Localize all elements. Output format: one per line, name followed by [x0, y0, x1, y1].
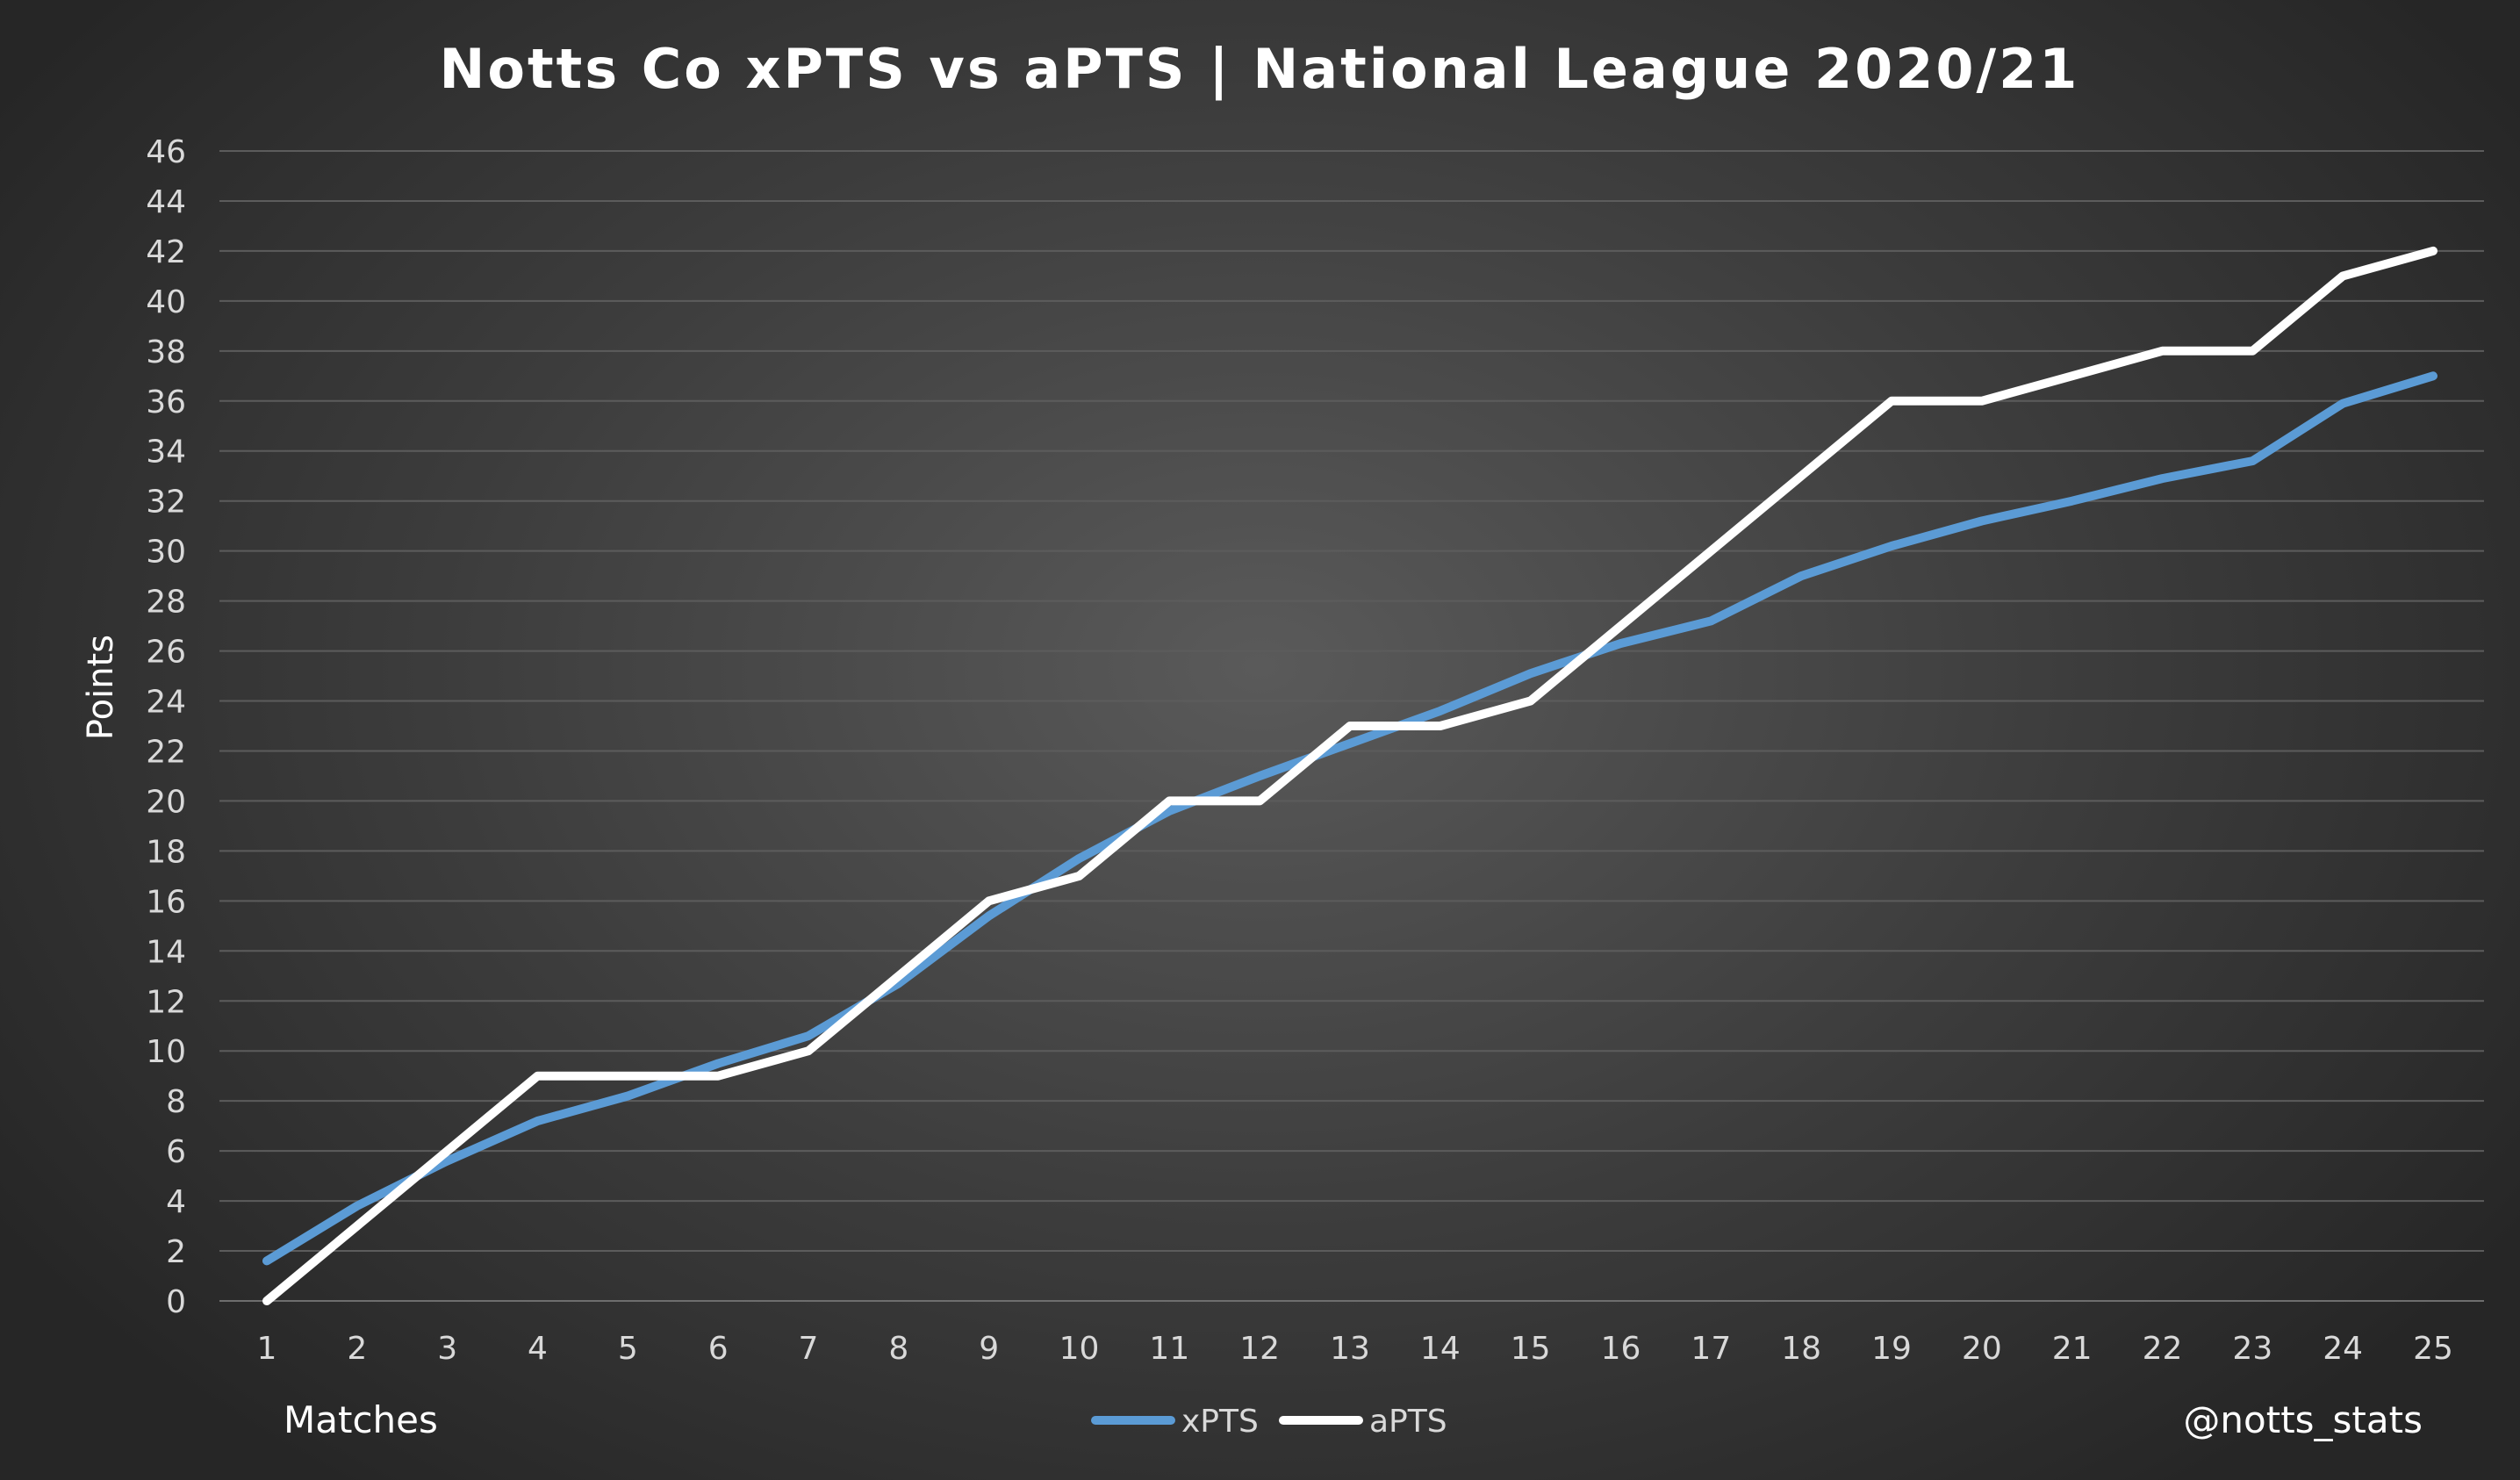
y-tick-label: 44 — [146, 184, 186, 220]
y-tick-label: 4 — [166, 1184, 186, 1220]
y-tick-label: 32 — [146, 485, 186, 521]
chart-title: Notts Co xPTS vs aPTS | National League … — [440, 37, 2080, 102]
x-tick-label: 7 — [799, 1331, 819, 1367]
x-tick-label: 8 — [888, 1331, 908, 1367]
y-tick-label: 0 — [166, 1284, 186, 1320]
x-axis-ticks: 1 2 3 4 5 6 7 8 9 10 11 12 13 14 15 16 17 18 19 20 21 22 23 24 2… — [257, 1331, 2453, 1367]
x-tick-label: 12 — [1239, 1331, 1280, 1367]
y-tick-label: 30 — [146, 535, 186, 571]
y-axis-label: Points — [81, 635, 121, 740]
x-tick-label: 16 — [1601, 1331, 1641, 1367]
x-tick-label: 24 — [2323, 1331, 2363, 1367]
x-tick-label: 11 — [1149, 1331, 1189, 1367]
y-tick-label: 36 — [146, 384, 186, 420]
x-tick-label: 4 — [528, 1331, 548, 1367]
x-tick-label: 2 — [347, 1331, 367, 1367]
x-tick-label: 21 — [2052, 1331, 2093, 1367]
x-tick-label: 22 — [2143, 1331, 2183, 1367]
y-tick-label: 2 — [166, 1234, 186, 1270]
x-tick-label: 23 — [2232, 1331, 2272, 1367]
x-tick-label: 17 — [1691, 1331, 1731, 1367]
x-tick-label: 9 — [979, 1331, 999, 1367]
y-tick-label: 18 — [146, 834, 186, 870]
x-tick-label: 13 — [1330, 1331, 1370, 1367]
y-tick-label: 26 — [146, 635, 186, 671]
y-tick-label: 42 — [146, 234, 186, 270]
y-tick-label: 34 — [146, 435, 186, 471]
y-tick-label: 8 — [166, 1084, 186, 1120]
series-line-xpts — [262, 371, 2437, 1266]
y-tick-label: 28 — [146, 585, 186, 621]
x-tick-label: 1 — [257, 1331, 277, 1367]
legend-label-xpts: xPTS — [1181, 1404, 1259, 1440]
y-tick-label: 10 — [146, 1034, 186, 1070]
x-tick-label: 14 — [1420, 1331, 1461, 1367]
series-lines — [262, 246, 2437, 1305]
x-tick-label: 20 — [1962, 1331, 2002, 1367]
y-tick-label: 22 — [146, 734, 186, 770]
x-tick-label: 18 — [1781, 1331, 1821, 1367]
y-tick-label: 16 — [146, 884, 186, 920]
y-tick-label: 46 — [146, 134, 186, 170]
x-tick-label: 6 — [708, 1331, 729, 1367]
legend-label-apts: aPTS — [1369, 1404, 1447, 1440]
y-tick-label: 20 — [146, 784, 186, 820]
x-axis-label: Matches — [284, 1398, 438, 1441]
x-tick-label: 3 — [437, 1331, 457, 1367]
y-tick-label: 38 — [146, 334, 186, 370]
y-tick-label: 24 — [146, 685, 186, 721]
x-tick-label: 15 — [1511, 1331, 1551, 1367]
y-axis-ticks: 0246810121416182022242628303234363840424… — [146, 134, 186, 1320]
x-tick-label: 10 — [1059, 1331, 1100, 1367]
x-tick-label: 5 — [618, 1331, 638, 1367]
series-line-apts — [262, 246, 2437, 1305]
y-tick-label: 14 — [146, 934, 186, 970]
y-tick-label: 6 — [166, 1134, 186, 1170]
y-tick-label: 40 — [146, 284, 186, 320]
gridlines — [219, 150, 2484, 1302]
legend: xPTS aPTS — [1091, 1404, 1447, 1440]
y-tick-label: 12 — [146, 984, 186, 1020]
x-tick-label: 25 — [2413, 1331, 2453, 1367]
watermark-handle: @notts_stats — [2183, 1398, 2423, 1441]
x-tick-label: 19 — [1871, 1331, 1912, 1367]
